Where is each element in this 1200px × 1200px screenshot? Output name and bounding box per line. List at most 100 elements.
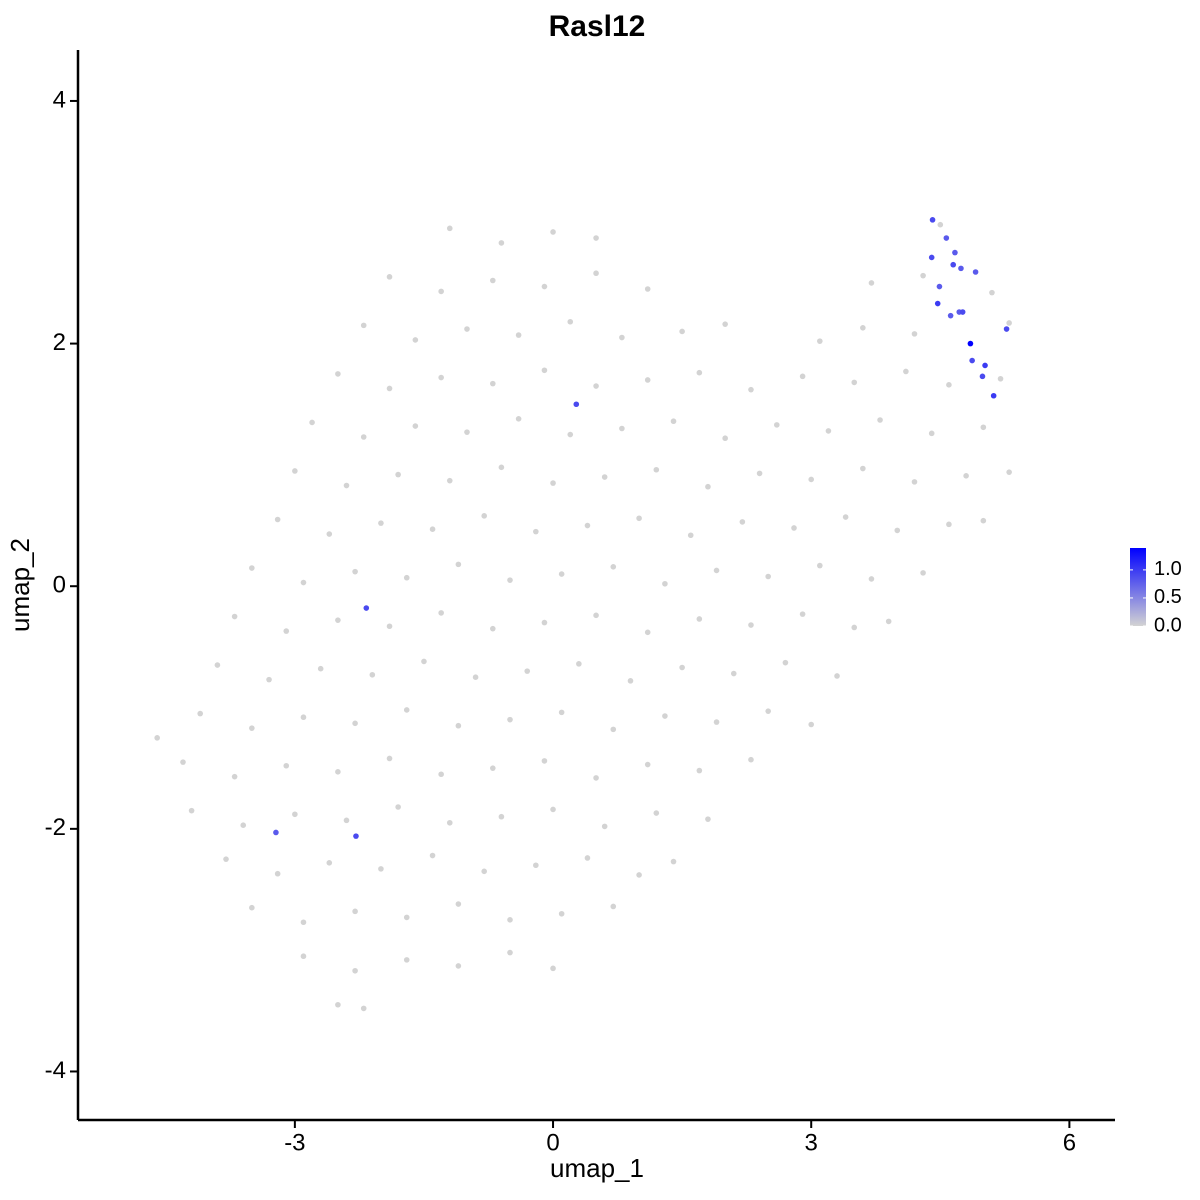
cell-point [524, 668, 531, 674]
cell-point [421, 658, 427, 665]
cell-point [533, 862, 539, 869]
cell-point [619, 334, 625, 341]
cell-point [1006, 320, 1012, 326]
cell-point [507, 949, 513, 956]
cell-point [791, 525, 797, 531]
cell-point [860, 465, 866, 472]
cell-point [567, 318, 574, 325]
cell-point [403, 574, 410, 581]
cell-point [748, 622, 754, 628]
cell-point [403, 707, 410, 713]
cell-point [490, 765, 496, 771]
cell-point [352, 720, 358, 727]
cell-point [980, 517, 987, 524]
cell-point [1003, 326, 1010, 332]
cell-point [386, 385, 393, 392]
cell-point [610, 903, 617, 910]
cell-point [959, 309, 966, 315]
cell-point [363, 605, 370, 611]
cell-point [946, 382, 952, 388]
cell-point [412, 337, 419, 343]
cell-point [455, 901, 462, 907]
cell-point [911, 479, 918, 485]
cell-point [541, 367, 548, 374]
cell-point [386, 623, 393, 630]
cell-point [326, 860, 333, 866]
cell-point [223, 856, 229, 862]
cell-point [636, 872, 642, 878]
x-tick-label: 0 [546, 1129, 559, 1156]
cell-point [326, 531, 333, 537]
cell-point [610, 726, 617, 733]
cell-point [490, 277, 496, 284]
colorbar [1130, 548, 1146, 626]
cell-point [990, 392, 997, 399]
cell-point [507, 716, 513, 723]
cell-point [842, 514, 849, 520]
cell-point [929, 217, 936, 223]
cell-point [154, 735, 160, 741]
cell-point [662, 580, 668, 587]
y-tick-label: 0 [53, 572, 66, 599]
cell-point [395, 804, 401, 810]
cell-point [920, 570, 926, 576]
cell-point [386, 274, 393, 280]
cell-point [696, 369, 703, 376]
cell-point [808, 476, 815, 483]
cell-point [967, 340, 974, 347]
cell-point [403, 914, 410, 921]
cell-point [249, 904, 255, 911]
cell-point [903, 368, 909, 375]
cell-point [567, 431, 574, 438]
cell-point [214, 662, 221, 668]
cell-point [928, 254, 935, 261]
cell-point [240, 822, 247, 829]
cell-point [446, 819, 453, 826]
cell-point [705, 483, 711, 490]
cell-point [378, 866, 384, 872]
cell-point [550, 480, 556, 486]
cell-point [593, 270, 599, 277]
cell-point [739, 519, 746, 525]
cell-point [619, 425, 625, 432]
cell-point [958, 265, 964, 272]
cell-point [274, 516, 281, 523]
cell-point [438, 374, 444, 381]
cell-point [273, 829, 279, 836]
cell-point [593, 612, 599, 619]
cell-point [541, 758, 548, 764]
cell-point [438, 771, 444, 778]
cell-point [180, 759, 186, 765]
cell-point [231, 613, 238, 620]
cell-point [782, 659, 789, 666]
y-tick-label: -2 [45, 814, 66, 841]
cell-point [799, 373, 806, 380]
cell-point [748, 386, 754, 393]
cell-point [360, 322, 367, 329]
cell-point [515, 415, 522, 422]
cell-point [498, 813, 505, 820]
cell-point [679, 328, 685, 335]
cell-point [550, 965, 556, 972]
cell-point [352, 967, 358, 974]
cell-point [249, 725, 255, 731]
cell-point [498, 240, 505, 246]
cell-point [817, 338, 823, 344]
cell-point [541, 283, 548, 290]
cell-point [756, 470, 763, 477]
cell-point [300, 579, 307, 586]
cell-point [353, 833, 359, 839]
cell-point [335, 371, 341, 377]
cell-point [713, 719, 720, 725]
cell-point [679, 664, 685, 671]
cell-point [670, 858, 677, 865]
cell-point [274, 870, 281, 877]
cell-point [963, 473, 969, 479]
cell-point [644, 377, 651, 383]
cell-point [481, 513, 487, 519]
cell-point [188, 807, 195, 814]
cell-point [352, 568, 358, 575]
cell-point [817, 562, 823, 569]
cell-point [730, 670, 737, 677]
